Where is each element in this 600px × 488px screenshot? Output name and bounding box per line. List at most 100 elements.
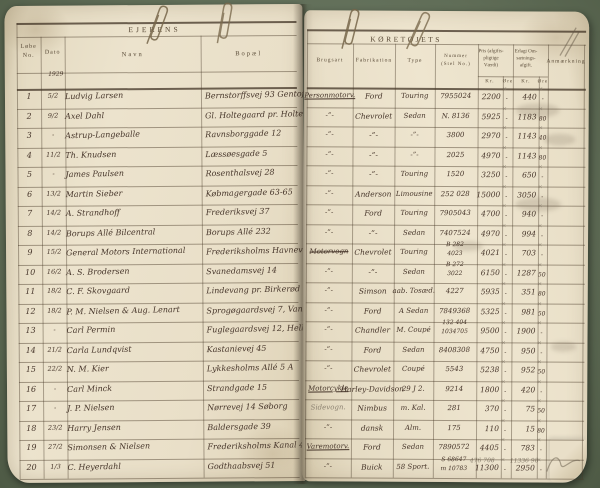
row-tax-kr: 75	[525, 404, 536, 414]
audit-check-mark: ×	[501, 261, 507, 268]
row-no: 11	[25, 286, 36, 296]
row-price-kr: 3250	[481, 169, 501, 180]
row-number-top: 132 404	[442, 318, 468, 327]
row-tax-kr: 2950	[515, 462, 535, 472]
rule-line	[510, 44, 515, 479]
audit-check-mark: ×	[538, 86, 544, 93]
row-make: Ford	[363, 306, 382, 316]
row-number: 175	[447, 423, 461, 432]
row-tax-kr: 15	[525, 423, 536, 433]
row-type: Sedan	[402, 345, 425, 354]
row-use: -”-	[325, 188, 334, 197]
row-no: 5	[26, 169, 33, 179]
audit-check-mark: ×	[502, 86, 508, 93]
row-residence: Svanedamsvej 14	[206, 265, 277, 276]
row-use: -”-	[324, 325, 333, 334]
row-type: m. Kal.	[400, 403, 426, 412]
audit-check-mark: ×	[538, 164, 543, 171]
row-type: 29 J 2.	[401, 384, 425, 393]
row-tax-kr: 1183	[517, 111, 537, 122]
row-tax-ore: 80	[538, 114, 547, 123]
audit-check-mark: ×	[501, 183, 507, 190]
row-use: -”-	[325, 149, 334, 158]
rule-line	[19, 476, 300, 480]
row-number: 2025	[446, 150, 465, 159]
row-residence: Strandgade 15	[206, 382, 268, 393]
rule-line	[305, 301, 585, 305]
row-tax-ore: -	[539, 465, 542, 474]
row-make: Harley-Davidson	[340, 383, 404, 394]
row-tax-kr: 981	[521, 306, 536, 316]
rule-line	[306, 165, 586, 168]
row-date: 1/3	[50, 462, 61, 471]
row-tax-kr: 1143	[517, 150, 537, 161]
row-price-ore: -	[505, 95, 508, 103]
audit-check-mark: ×	[500, 378, 506, 385]
row-tax-ore: 40	[538, 134, 547, 142]
row-residence: Købmagergade 63-65	[205, 186, 293, 198]
row-tax-ore: -	[541, 212, 544, 220]
row-number: 5543	[445, 364, 464, 374]
row-no: 8	[27, 228, 33, 238]
rule-line	[17, 184, 298, 188]
row-name: Th. Knudsen	[65, 149, 117, 160]
row-use: -”-	[324, 266, 334, 275]
ledger-right-page: KØRETØJETS Brugsart Fabrikation Type Num…	[301, 7, 595, 483]
row-date: -	[53, 403, 57, 412]
paper-clip-icon	[341, 8, 360, 49]
row-use: -”-	[325, 110, 334, 119]
row-price-ore: -	[505, 134, 508, 142]
row-name: Harry Jensen	[67, 422, 121, 433]
row-date: -	[53, 325, 56, 334]
row-date: 5/2	[47, 91, 59, 100]
row-name: General Motors International	[65, 245, 186, 258]
row-use: -”-	[325, 130, 334, 139]
row-residence: Kastanievej 45	[206, 343, 267, 354]
row-no: 19	[26, 442, 37, 452]
row-name: Axel Dahl	[64, 110, 105, 121]
row-number: 281	[447, 403, 461, 413]
row-price-ore: -	[504, 348, 507, 356]
row-date: 27/2	[48, 442, 63, 451]
row-make: Ford	[363, 442, 381, 452]
audit-check-mark: ×	[537, 359, 542, 366]
row-make: -”-	[368, 169, 378, 179]
row-price-ore: -	[504, 270, 507, 278]
col-header-dato: Dato	[44, 49, 61, 56]
subcol-kr-pris: Kr.	[485, 79, 495, 85]
rule-line	[304, 477, 584, 480]
row-no: 15	[25, 364, 37, 374]
row-type: Alm.	[404, 423, 422, 432]
rule-line	[305, 418, 585, 422]
row-price-kr: 5925	[481, 111, 501, 121]
row-residence: Frederiksholms Havnevej 8	[205, 244, 318, 257]
row-price-ore: -	[504, 251, 508, 259]
rule-line	[305, 340, 585, 344]
row-date: 9/2	[47, 111, 59, 120]
row-tax-kr: 952	[520, 365, 536, 375]
row-no: 4	[26, 150, 33, 160]
row-use: Varemotorv.	[306, 442, 350, 451]
row-name: Ludvig Larsen	[64, 90, 124, 102]
row-price-kr: 11300	[474, 462, 499, 472]
rule-line	[350, 43, 355, 478]
row-tax-kr: 703	[521, 248, 537, 258]
paper-stain	[237, 423, 308, 485]
audit-check-mark: ×	[501, 242, 507, 249]
subcol-ore-pris: Øre	[502, 79, 514, 85]
col-header-pris: Pris (afgifts-	[478, 49, 504, 55]
audit-check-mark: ×	[536, 378, 542, 386]
row-name: A. Strandhoff	[65, 207, 120, 219]
row-price-kr: 4021	[480, 247, 501, 258]
row-name: Carl Permin	[66, 324, 116, 336]
row-no: 17	[25, 403, 37, 413]
col-header-brugsart: Brugsart	[316, 57, 344, 64]
row-make: Ford	[363, 345, 382, 355]
row-no: 9	[27, 247, 33, 257]
col-header-pris-2: pligtige	[483, 56, 499, 62]
row-price-kr: 5935	[480, 286, 500, 297]
audit-check-mark: ×	[537, 242, 543, 249]
col-header-nummer-2: (Stel No.)	[441, 61, 471, 68]
